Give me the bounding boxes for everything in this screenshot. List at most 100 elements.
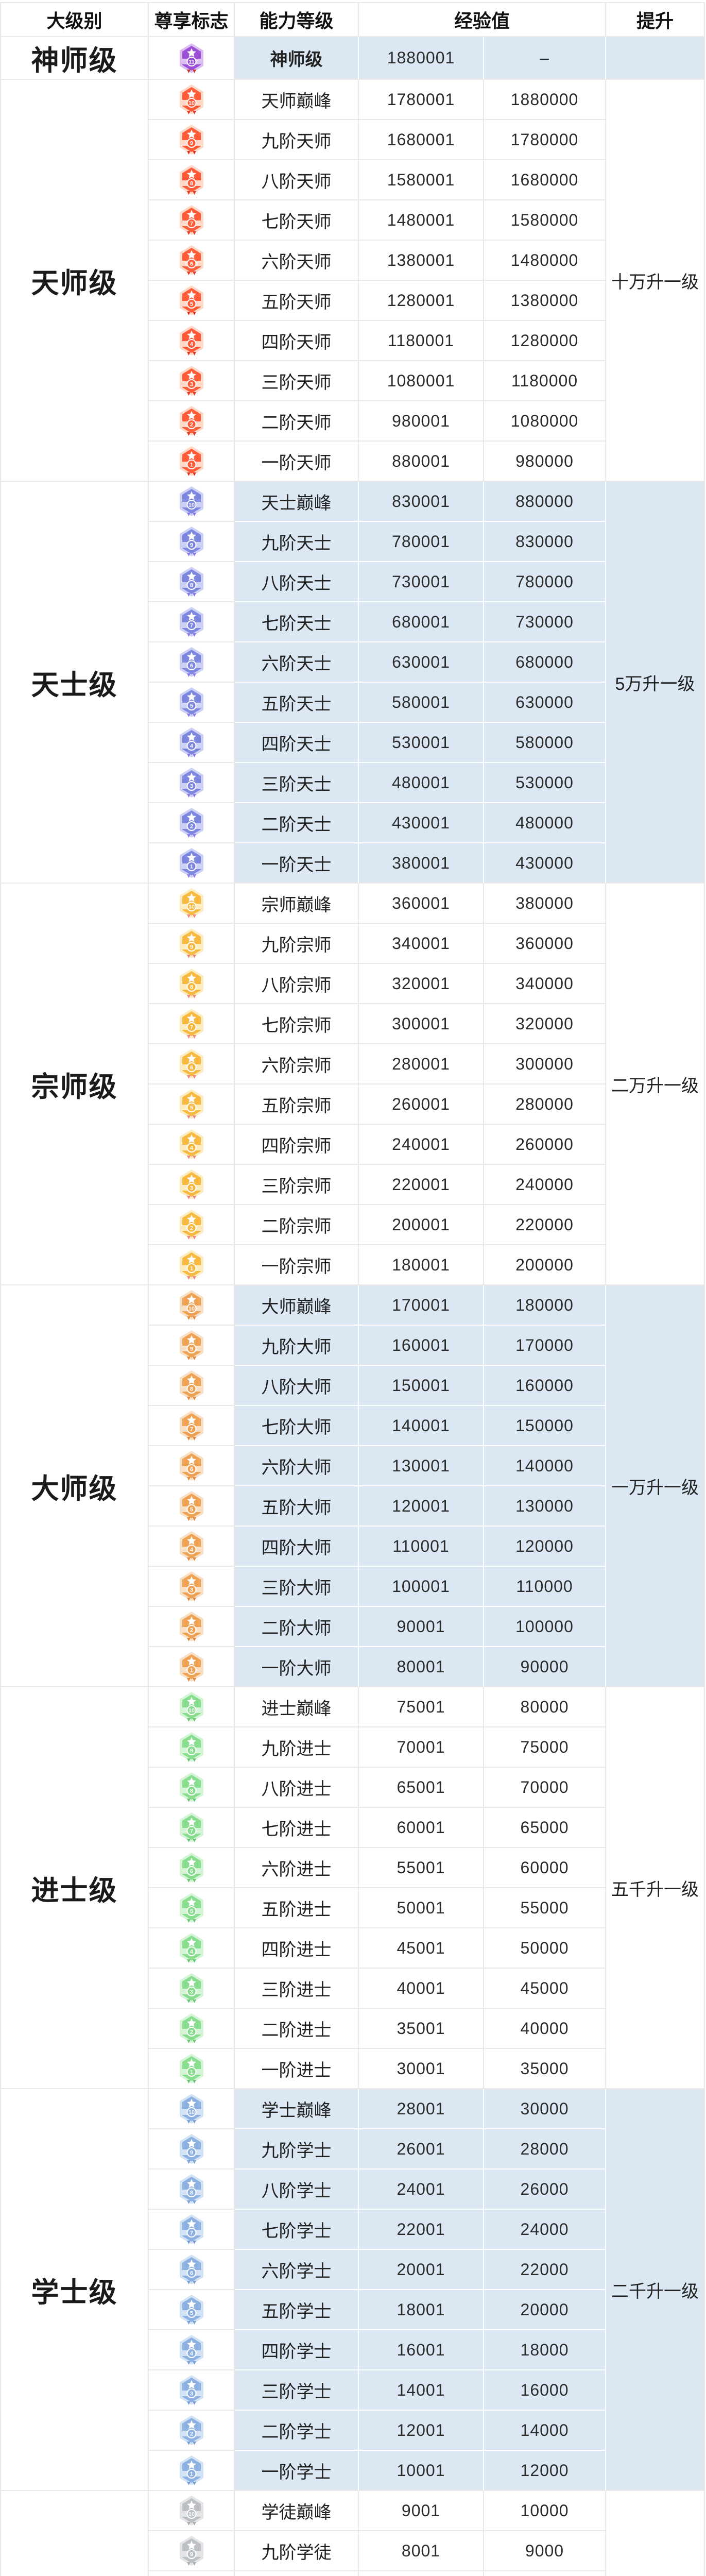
svg-text:11: 11 xyxy=(188,59,195,65)
level-name-cell: 二阶学士 xyxy=(235,2411,359,2451)
rank-badge-icon: 5 xyxy=(179,687,203,717)
exp-min-cell: 1680001 xyxy=(359,120,484,160)
table-row: 9 九阶宗师 340001 360000 xyxy=(1,924,705,964)
table-row: 学徒级 10 学徒巅峰900110000一千升一级 xyxy=(1,2491,705,2576)
badge-cell: 6 xyxy=(149,1044,235,1084)
exp-max-cell: 1680000 xyxy=(484,160,607,200)
badge-cell: 6 xyxy=(149,1446,235,1486)
badge-cell: 1 xyxy=(149,442,235,482)
level-name-cell: 四阶宗师 xyxy=(235,1125,359,1165)
exp-min-cell: 180001 xyxy=(359,1245,484,1285)
exp-min-cell: 1780001 xyxy=(359,80,484,120)
level-name-cell: 天师巅峰 xyxy=(235,80,359,120)
level-name-cell: 一阶天师 xyxy=(235,442,359,482)
table-row: 天士级 10 天士巅峰 830001 880000 5万升一级 xyxy=(1,482,705,884)
exp-max-cell: 65000 xyxy=(484,1808,607,1848)
table-row: 1 一阶宗师 180001 200000 xyxy=(1,1245,705,1285)
star-icon xyxy=(186,2098,196,2108)
badge-cell: 7 xyxy=(149,1808,235,1848)
svg-text:8: 8 xyxy=(190,985,193,991)
star-icon xyxy=(186,1857,196,1867)
svg-text:2: 2 xyxy=(190,2029,193,2036)
exp-min-cell: 14001 xyxy=(359,2370,484,2411)
level-name-cell: 三阶天士 xyxy=(235,763,359,803)
svg-text:10: 10 xyxy=(188,1708,194,1714)
rank-badge-icon: 3 xyxy=(179,1170,203,1199)
badge-cell: 9 xyxy=(149,924,235,964)
exp-max-cell: 1280000 xyxy=(484,321,607,361)
svg-text:5: 5 xyxy=(190,1507,193,1513)
star-icon xyxy=(186,451,196,460)
badge-cell: 9 xyxy=(149,2129,235,2170)
level-name-cell: 七阶宗师 xyxy=(235,1004,359,1044)
rank-badge-icon: 3 xyxy=(179,768,203,798)
star-icon xyxy=(186,1978,196,1987)
exp-min-cell: 1180001 xyxy=(359,321,484,361)
table-row: 7 七阶宗师 300001 320000 xyxy=(1,1004,705,1044)
table-row: 8 八阶大师 150001 160000 xyxy=(1,1366,705,1406)
exp-min-cell: 22001 xyxy=(359,2210,484,2250)
table-row: 7 七阶天师 1480001 1580000 xyxy=(1,200,705,241)
exp-max-cell: 730000 xyxy=(484,602,607,642)
exp-max-cell: 10000 xyxy=(484,2491,607,2531)
star-icon xyxy=(186,290,196,299)
table-row: 4 四阶宗师 240001 260000 xyxy=(1,1125,705,1165)
svg-text:6: 6 xyxy=(190,1467,193,1473)
level-name-cell: 二阶宗师 xyxy=(235,1205,359,1245)
exp-min-cell: 26001 xyxy=(359,2129,484,2170)
promotion-cell xyxy=(606,37,705,80)
exp-min-cell: 28001 xyxy=(359,2089,484,2129)
star-icon xyxy=(186,1415,196,1425)
exp-min-cell: 280001 xyxy=(359,1044,484,1084)
header-row: 大级别 尊享标志 能力等级 经验值 提升 xyxy=(1,3,705,37)
rank-badge-icon: 9 xyxy=(179,928,203,958)
star-icon xyxy=(186,1656,196,1666)
table-row: 4 四阶大师 110001 120000 xyxy=(1,1527,705,1567)
svg-text:6: 6 xyxy=(190,261,193,267)
svg-text:2: 2 xyxy=(190,1628,193,1634)
rank-badge-icon: 6 xyxy=(179,1853,203,1883)
table-row: 9 九阶进士 70001 75000 xyxy=(1,1727,705,1768)
level-name-cell: 宗师巅峰 xyxy=(235,884,359,924)
table-row: 9 九阶学士 26001 28000 xyxy=(1,2129,705,2170)
star-icon xyxy=(186,1295,196,1304)
level-name-cell: 九阶大师 xyxy=(235,1326,359,1366)
rank-badge-icon: 9 xyxy=(179,125,203,155)
table-row: 7 七阶学士 22001 24000 xyxy=(1,2210,705,2250)
table-row: 4 四阶天士 530001 580000 xyxy=(1,723,705,763)
rank-badge-icon: 10 xyxy=(179,2094,203,2124)
badge-cell: 8 xyxy=(149,1768,235,1808)
star-icon xyxy=(186,2460,196,2469)
star-icon xyxy=(186,330,196,340)
star-icon xyxy=(186,1214,196,1224)
badge-cell: 7 xyxy=(149,200,235,241)
level-name-cell: 九阶学徒 xyxy=(235,2531,359,2571)
rank-badge-icon: 2 xyxy=(179,1612,203,1641)
star-icon xyxy=(186,411,196,420)
exp-min-cell: 830001 xyxy=(359,482,484,522)
badge-cell: 1 xyxy=(149,843,235,884)
svg-text:10: 10 xyxy=(188,2512,194,2518)
star-icon xyxy=(186,1134,196,1143)
level-name-cell: 七阶天士 xyxy=(235,602,359,642)
rank-badge-icon: 6 xyxy=(179,1049,203,1079)
table-row: 7 七阶天士 680001 730000 xyxy=(1,602,705,642)
star-icon xyxy=(186,571,196,581)
svg-text:3: 3 xyxy=(190,1185,193,1192)
exp-min-cell: 1580001 xyxy=(359,160,484,200)
svg-text:7: 7 xyxy=(190,221,193,227)
svg-text:8: 8 xyxy=(190,181,193,187)
star-icon xyxy=(186,1335,196,1344)
svg-text:10: 10 xyxy=(188,1306,194,1312)
exp-max-cell: 830000 xyxy=(484,522,607,562)
table-row: 神师级 11 神师级 1880001– xyxy=(1,37,705,80)
star-icon xyxy=(186,1737,196,1746)
level-name-cell: 三阶进士 xyxy=(235,1969,359,2009)
level-name-cell: 二阶天师 xyxy=(235,401,359,442)
promotion-cell: 二千升一级 xyxy=(606,2089,705,2491)
level-name-cell: 八阶进士 xyxy=(235,1768,359,1808)
exp-min-cell: 160001 xyxy=(359,1326,484,1366)
badge-cell: 9 xyxy=(149,2531,235,2571)
level-name-cell: 四阶大师 xyxy=(235,1527,359,1567)
exp-max-cell: 22000 xyxy=(484,2250,607,2290)
